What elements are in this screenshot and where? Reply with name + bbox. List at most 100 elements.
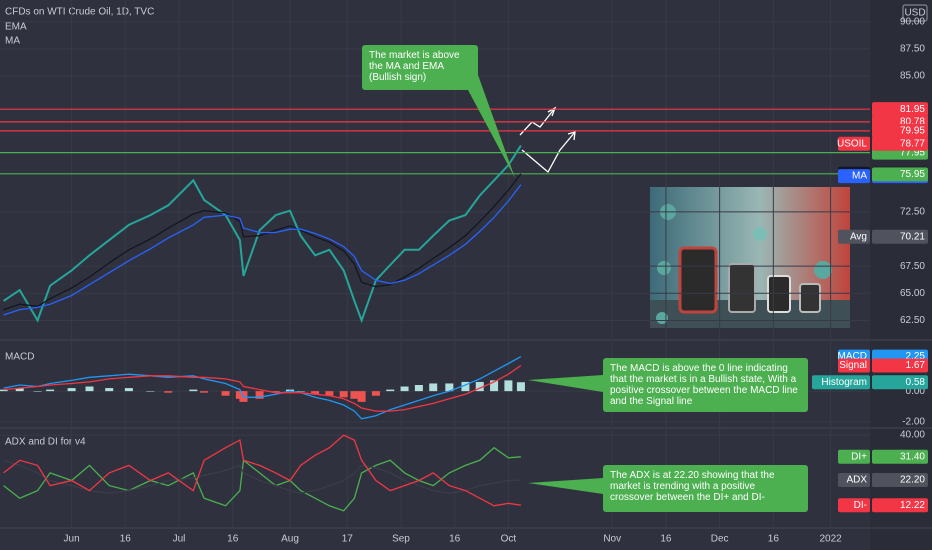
histogram-bar xyxy=(400,386,409,392)
badge-name-box xyxy=(838,473,870,488)
price-badge xyxy=(872,123,928,138)
histogram-bar xyxy=(339,391,348,398)
x-tick-label: Jul xyxy=(173,534,186,545)
y-tick-label: 67.50 xyxy=(900,261,925,272)
histogram-bar xyxy=(386,389,395,392)
series-line xyxy=(3,184,522,316)
series-line xyxy=(3,356,522,420)
histogram-bar xyxy=(504,380,513,392)
histogram-bar xyxy=(146,391,155,392)
histogram-bar xyxy=(200,391,209,393)
callout-pointer xyxy=(468,75,515,178)
badge-name: Signal xyxy=(839,360,867,371)
x-tick-label: 16 xyxy=(449,534,461,545)
x-tick-label: 16 xyxy=(768,534,780,545)
x-tick-label: Aug xyxy=(281,534,299,545)
y-tick-label: 62.50 xyxy=(900,315,925,326)
illustration xyxy=(650,187,850,328)
histogram-bar xyxy=(0,389,8,392)
price-badge xyxy=(872,102,928,117)
badge-name: USOIL xyxy=(837,138,867,149)
histogram-bar xyxy=(15,388,24,392)
y-tick-label: 65.00 xyxy=(900,288,925,299)
y-tick-label: -2.00 xyxy=(902,416,925,427)
histogram-bar xyxy=(85,386,94,392)
price-badge xyxy=(872,358,928,373)
projection-arrows xyxy=(519,106,576,174)
series-line xyxy=(3,173,522,311)
badge-name: DI+ xyxy=(851,451,867,462)
price-badge xyxy=(872,229,928,244)
x-tick-label: 16 xyxy=(660,534,672,545)
badge-name-box xyxy=(812,375,870,390)
y-tick-label: 0.00 xyxy=(906,386,926,397)
x-tick-label: 16 xyxy=(120,534,132,545)
y-tick-label: 87.50 xyxy=(900,44,925,55)
series-line xyxy=(3,364,522,412)
price-badge-label: 79.95 xyxy=(900,126,925,137)
histogram-bar xyxy=(255,391,264,399)
price-badge-label: 0.58 xyxy=(906,377,926,388)
histogram-bar xyxy=(516,382,525,392)
x-tick-label: Oct xyxy=(501,534,517,545)
badge-name: ADX xyxy=(846,475,867,486)
histogram-bar xyxy=(311,391,320,395)
badge-name-box xyxy=(838,498,870,513)
series-line xyxy=(3,459,521,494)
price-badge xyxy=(872,375,928,390)
price-badge-label: 31.40 xyxy=(900,451,925,462)
badge-name-box xyxy=(838,169,870,184)
price-badge xyxy=(872,473,928,488)
histogram-bar xyxy=(414,384,423,392)
badge-name-box xyxy=(838,449,870,464)
price-badge xyxy=(872,136,928,151)
x-tick-label: Dec xyxy=(711,534,729,545)
series-line xyxy=(3,145,522,324)
x-tick-label: Nov xyxy=(603,534,621,545)
histogram-bar xyxy=(475,381,484,392)
histogram-bar xyxy=(124,388,133,392)
price-badge xyxy=(872,498,928,513)
callout-pointer xyxy=(528,375,603,392)
histogram-bar xyxy=(33,391,42,392)
price-badge-label: 12.22 xyxy=(900,500,925,511)
histogram-bar xyxy=(429,383,438,392)
y-tick-label: 85.00 xyxy=(900,71,925,82)
legend-entry: EMA xyxy=(5,22,27,33)
annotation: The ADX is at 22.20 showing that the mar… xyxy=(603,465,808,512)
price-badge-label: 78.77 xyxy=(900,138,925,149)
y-tick-label: 40.00 xyxy=(900,430,925,441)
annotation: The market is above the MA and EMA (Bull… xyxy=(362,45,478,90)
price-badge-label: 22.20 xyxy=(900,475,925,486)
histogram-bar xyxy=(286,389,294,392)
currency: USD xyxy=(904,8,925,19)
histogram-bar xyxy=(105,388,114,392)
chart-title: CFDs on WTI Crude Oil, 1D, TVC xyxy=(5,7,154,18)
price-badge-label: 70.21 xyxy=(900,231,925,242)
histogram-bar xyxy=(445,383,454,392)
price-badge-label: 77.95 xyxy=(900,147,925,158)
price-badge xyxy=(872,167,928,182)
histogram-bar xyxy=(46,389,55,392)
y-tick-label: 72.50 xyxy=(900,206,925,217)
x-tick-label: 17 xyxy=(342,534,354,545)
price-badge-label: 2.25 xyxy=(906,351,926,362)
histogram-bar xyxy=(164,391,173,393)
badge-name: MA xyxy=(852,171,867,182)
price-badge-label: 1.67 xyxy=(906,360,926,371)
price-badge-label: 81.95 xyxy=(900,104,925,115)
badge-name: MACD xyxy=(838,351,867,362)
badge-name: Histogram xyxy=(821,377,867,388)
series-line xyxy=(3,434,521,507)
price-badge xyxy=(872,449,928,464)
panel-title: MACD xyxy=(5,352,34,363)
badge-name-box xyxy=(838,136,870,151)
badge-name-box xyxy=(838,229,870,244)
badge-name-box xyxy=(838,358,870,373)
callout-pointer xyxy=(528,478,603,494)
histogram-bar xyxy=(271,391,280,393)
histogram-bar xyxy=(325,391,334,396)
histogram-bar xyxy=(357,391,366,402)
